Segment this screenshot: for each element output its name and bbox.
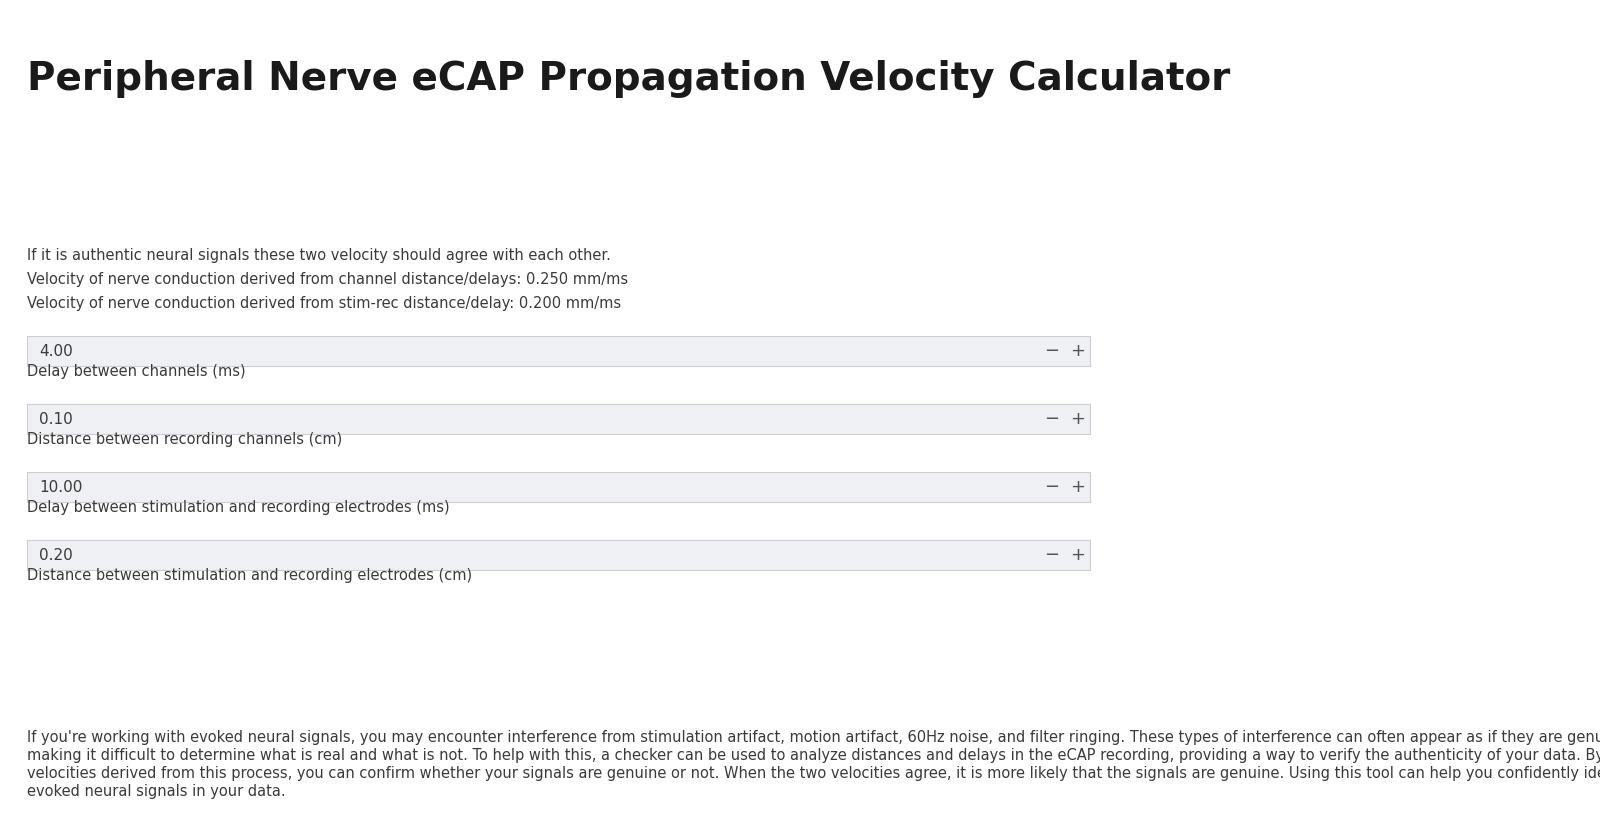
Text: Distance between stimulation and recording electrodes (cm): Distance between stimulation and recordi… [27, 568, 472, 583]
Text: −: − [1045, 478, 1059, 496]
Text: making it difficult to determine what is real and what is not. To help with this: making it difficult to determine what is… [27, 748, 1600, 763]
FancyBboxPatch shape [27, 404, 1090, 434]
FancyBboxPatch shape [27, 472, 1090, 502]
Text: Peripheral Nerve eCAP Propagation Velocity Calculator: Peripheral Nerve eCAP Propagation Veloci… [27, 60, 1230, 98]
Text: −: − [1045, 410, 1059, 428]
Text: Delay between stimulation and recording electrodes (ms): Delay between stimulation and recording … [27, 500, 450, 515]
Text: +: + [1070, 410, 1085, 428]
Text: If you're working with evoked neural signals, you may encounter interference fro: If you're working with evoked neural sig… [27, 730, 1600, 745]
Text: If it is authentic neural signals these two velocity should agree with each othe: If it is authentic neural signals these … [27, 248, 611, 263]
FancyBboxPatch shape [27, 336, 1090, 366]
Text: −: − [1045, 546, 1059, 564]
Text: +: + [1070, 478, 1085, 496]
Text: −: − [1045, 342, 1059, 360]
Text: Velocity of nerve conduction derived from channel distance/delays: 0.250 mm/ms: Velocity of nerve conduction derived fro… [27, 272, 629, 287]
Text: +: + [1070, 546, 1085, 564]
Text: 0.10: 0.10 [38, 411, 72, 426]
Text: Delay between channels (ms): Delay between channels (ms) [27, 364, 246, 379]
Text: +: + [1070, 342, 1085, 360]
Text: evoked neural signals in your data.: evoked neural signals in your data. [27, 784, 286, 799]
Text: velocities derived from this process, you can confirm whether your signals are g: velocities derived from this process, yo… [27, 766, 1600, 781]
Text: 10.00: 10.00 [38, 480, 82, 495]
Text: Velocity of nerve conduction derived from stim-rec distance/delay: 0.200 mm/ms: Velocity of nerve conduction derived fro… [27, 296, 621, 311]
Text: Distance between recording channels (cm): Distance between recording channels (cm) [27, 432, 342, 447]
Text: 0.20: 0.20 [38, 548, 72, 563]
Text: 4.00: 4.00 [38, 344, 72, 359]
FancyBboxPatch shape [27, 540, 1090, 570]
